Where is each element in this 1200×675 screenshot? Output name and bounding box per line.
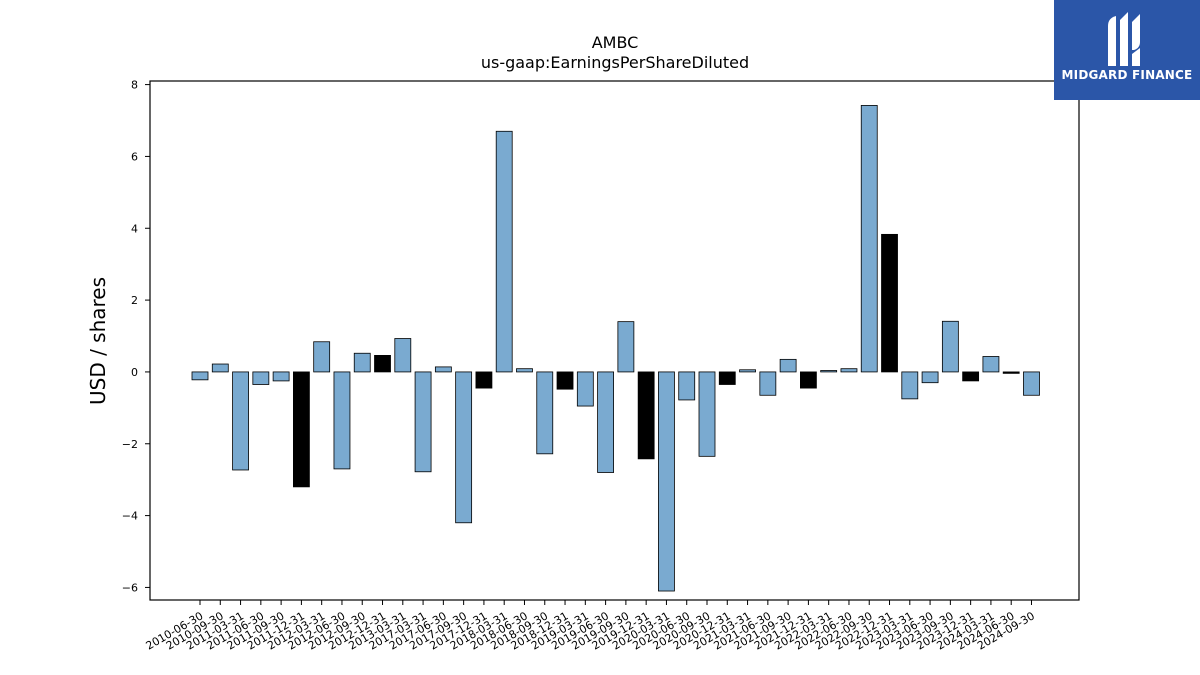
bar	[1002, 371, 1020, 374]
bar	[394, 338, 412, 373]
brand-logo: MIDGARD FINANCE	[1054, 0, 1200, 100]
y-axis-label: USD / shares	[86, 277, 110, 405]
bar	[272, 371, 290, 382]
bar	[962, 371, 980, 382]
plot-frame	[149, 80, 1080, 601]
bar	[982, 356, 1000, 373]
bar	[313, 341, 331, 373]
y-tick-label: 0	[131, 366, 138, 379]
bar	[455, 371, 473, 524]
bar	[617, 321, 635, 373]
bar	[232, 371, 249, 471]
bar	[333, 371, 351, 470]
bar	[292, 371, 310, 488]
bar	[191, 371, 209, 381]
bar	[759, 371, 777, 396]
bar	[252, 371, 270, 385]
bar	[556, 371, 574, 390]
bar	[820, 370, 838, 373]
bar	[860, 105, 878, 373]
y-tick-label: 8	[131, 79, 138, 92]
chart-subtitle: us-gaap:EarningsPerShareDiluted	[481, 53, 749, 72]
bar	[211, 363, 229, 373]
bar	[658, 371, 675, 592]
bar	[434, 366, 452, 373]
y-tick-label: −6	[122, 581, 138, 594]
bar	[901, 371, 919, 400]
y-tick-label: −4	[122, 510, 138, 523]
bar	[576, 371, 594, 407]
bar	[495, 130, 513, 373]
bar	[516, 368, 533, 373]
bar	[374, 355, 391, 373]
bar	[678, 371, 696, 401]
bar	[414, 371, 432, 473]
bar	[637, 371, 655, 460]
bar	[941, 320, 959, 373]
midgard-logo-icon	[1108, 12, 1140, 66]
y-tick-label: 6	[131, 150, 138, 163]
bar	[1023, 371, 1040, 396]
bar	[475, 371, 493, 389]
y-tick-label: 4	[131, 222, 138, 235]
bar	[739, 369, 756, 373]
chart-title: AMBC	[592, 33, 639, 52]
bar	[698, 371, 716, 457]
brand-name: MIDGARD FINANCE	[1061, 68, 1193, 82]
bar	[779, 358, 797, 373]
bar	[536, 371, 554, 455]
bar	[718, 371, 736, 385]
y-tick-label: −2	[122, 438, 138, 451]
y-tick-label: 2	[131, 294, 138, 307]
bar	[597, 371, 614, 473]
plot-area: −6−4−2024682010-06-302010-09-302011-03-3…	[122, 79, 1040, 653]
bar	[353, 352, 371, 373]
bar	[800, 371, 817, 389]
bar	[881, 233, 898, 373]
bar	[840, 368, 858, 373]
bar	[921, 371, 939, 384]
